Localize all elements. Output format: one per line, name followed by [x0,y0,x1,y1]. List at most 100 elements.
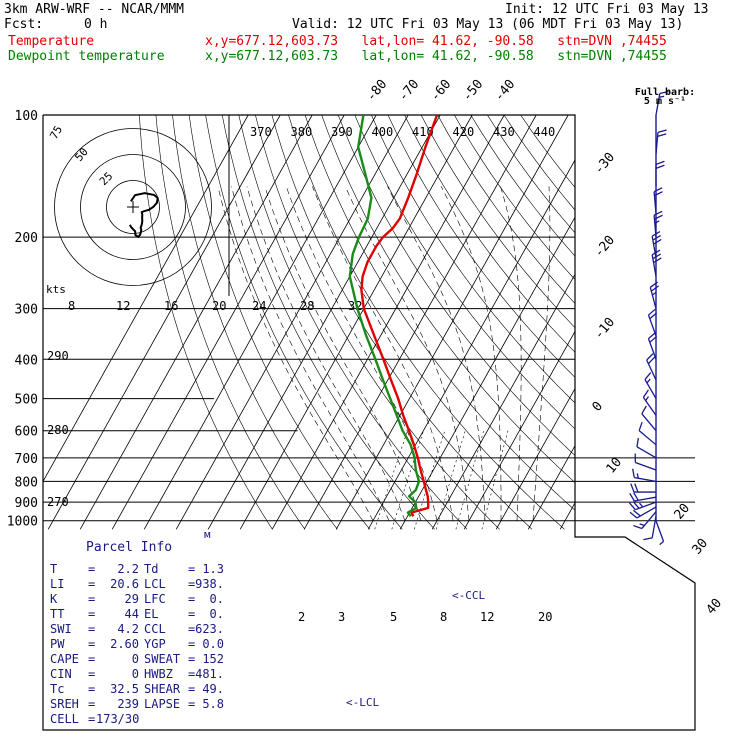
wind-barb-flag [650,285,660,292]
speed-scale-label: 16 [164,299,178,313]
parcel-key: Td [144,562,159,576]
mixing-ratio-line [374,430,408,530]
wind-barb-flag [633,492,639,501]
parcel-eq: = [88,592,96,606]
parcel-eq: = [188,607,196,621]
parcel-key: SWEAT [144,652,181,666]
parcel-value: 0. [209,592,224,606]
parcel-value: 32.5 [110,682,139,696]
fcst-value: 0 h [84,17,108,32]
theta-e-label: 420 [453,125,475,139]
wind-barb-flag [647,356,656,365]
parcel-key: SWI [50,622,72,636]
wind-barb-flag [659,95,665,98]
barb-legend-value: 5 m s⁻¹ [644,96,686,107]
mixing-ratio-label: 2 [298,610,305,624]
wind-barb-flag [639,523,645,527]
mixing-ratio-line [481,430,509,530]
wind-barb-flag [653,257,662,264]
parcel-value: 29 [124,592,139,606]
barb-legend-title: Full barb: [635,87,695,98]
wind-barb-flag [646,378,651,384]
parcel-eq: = [188,682,196,696]
legend-dewpoint-label: Dewpoint temperature [8,49,165,64]
isotherm-label: 0 [590,399,607,415]
wind-barb-flag [632,501,640,509]
parcel-value: 481. [195,667,224,681]
theta-label: 280 [47,423,69,437]
isotherm-line [271,115,505,530]
wind-barb-flag [638,421,643,431]
parcel-value: 1.3 [202,562,224,576]
wind-barb [628,501,657,511]
mixing-ratio-label: 20 [538,610,552,624]
wind-barb-flag [644,372,652,380]
moist-adiabat-line [500,186,522,521]
wind-barb-flag [628,502,636,511]
wind-barb-flag [649,281,658,288]
parcel-value: 0.0 [202,637,224,651]
parcel-value: 49. [202,682,224,696]
valid-time: Valid: 12 UTC Fri 03 May 13 (06 MDT Fri … [292,17,684,32]
wind-barb-flag [629,492,635,502]
mixing-ratio-label: 5 [390,610,397,624]
parcel-info-panel: Parcel Info T 2.2 Td 1.3 = = LI 20.6 LCL 938. = = K 2… [44,538,240,728]
moist-adiabat-line [285,186,438,521]
speed-scale-label: 8 [68,299,75,313]
wind-barb-flag [632,468,635,478]
wind-barb [633,511,657,530]
isotherm-label: -60 [428,77,455,105]
parcel-value: 0 [131,652,139,666]
moist-adiabat-line [312,186,454,521]
mixing-ratio-label: 8 [440,610,447,624]
parcel-key: PW [50,637,65,651]
parcel-key: LI [50,577,65,591]
parcel-key: CELL [50,712,79,726]
dry-adiabat-line [205,115,403,530]
isotherm-line [463,115,695,530]
legend-temperature-label: Temperature [8,34,95,49]
pressure-label: 1000 [7,515,38,530]
wind-barb [647,332,658,360]
wind-barb-flag [634,483,639,493]
wind-barb [634,453,657,471]
wind-barb-staff [635,461,657,471]
isotherm-line [559,115,695,530]
moist-adiabat-line [440,186,502,521]
wind-barb [629,492,657,502]
isotherm-line [399,115,633,530]
hodograph-ring-label: 25 [97,170,116,189]
wind-barb-flag [630,483,635,493]
parcel-eq: = [88,577,96,591]
wind-barb [646,353,657,381]
parcel-value: 0. [209,607,224,621]
fcst-label: Fcst: [4,17,44,32]
wind-barb-staff [655,520,665,542]
wind-barb-flag [642,389,649,398]
parcel-eq: = [188,667,196,681]
parcel-value: 5.8 [202,697,224,711]
parcel-eq: = [88,667,96,681]
isotherm-line [527,115,695,530]
parcel-eq: = [188,697,196,711]
theta-label: 290 [47,349,69,363]
parcel-eq: = [88,652,96,666]
lcl-label: <-LCL [346,696,379,709]
wind-barb [653,187,663,214]
wind-barb-flag [654,191,663,197]
wind-barb-flag [653,238,662,245]
isotherm-label: 40 [704,596,726,618]
isotherm-line [207,115,441,530]
legend-dewpoint-info: x,y=677.12,603.73 lat,lon= 41.62, -90.58… [205,49,667,64]
pressure-label: 500 [15,393,38,408]
mixing-ratio-line [414,430,446,530]
wind-barb [647,308,658,336]
wind-barb-staff [651,516,657,539]
wind-barb-staff [636,446,657,459]
theta-e-label: 430 [493,125,515,139]
mixing-ratio-line [455,430,484,530]
isotherm-line [303,115,537,530]
parcel-value: 4.2 [117,622,139,636]
wind-barb-flag [652,253,661,260]
